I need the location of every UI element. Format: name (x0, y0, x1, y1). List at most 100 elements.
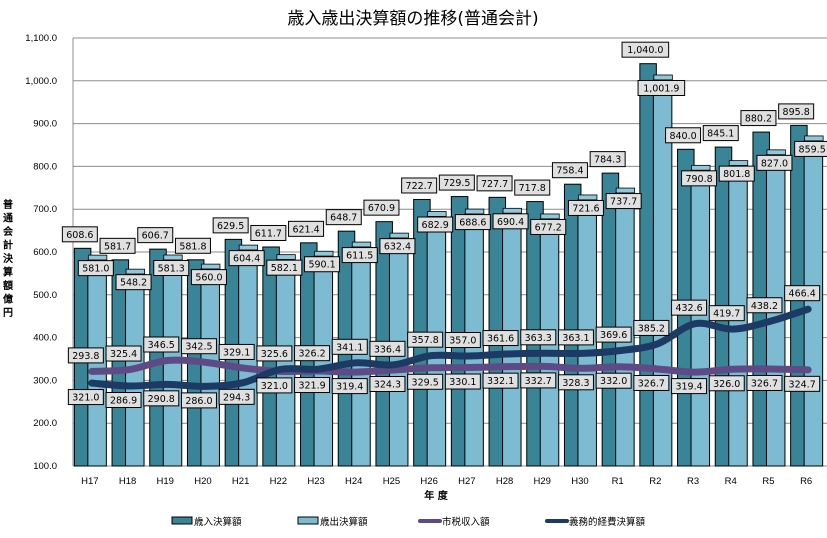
data-label-box (250, 224, 287, 241)
data-label-box (153, 260, 190, 277)
data-label-box (756, 154, 793, 171)
data-label-tax: 326.0 (708, 375, 745, 392)
legend-swatch (171, 516, 193, 525)
data-label-text: 329.1 (223, 347, 250, 358)
data-label-text: 560.0 (195, 273, 222, 284)
data-label-tax: 324.7 (784, 375, 821, 392)
data-label-text: 326.0 (713, 379, 740, 390)
data-label-box (137, 227, 174, 244)
data-label-text: 325.4 (110, 349, 137, 360)
data-label-text: 629.5 (217, 221, 244, 232)
data-label-text: 321.0 (261, 381, 288, 392)
data-label-text: 611.5 (346, 251, 373, 262)
data-label-box (67, 389, 104, 406)
data-label-box (681, 170, 718, 187)
data-label-text: 648.7 (330, 213, 357, 224)
data-label-revenue: 895.8 (778, 103, 815, 120)
data-label-mandatory: 363.1 (557, 329, 594, 346)
data-label-mandatory: 432.6 (671, 299, 708, 316)
data-label-expenditure: 604.4 (228, 250, 265, 267)
data-label-tax: 321.9 (294, 377, 331, 394)
data-label-box (331, 378, 368, 395)
data-label-text: 845.1 (707, 129, 734, 140)
data-label-text: 582.1 (271, 263, 298, 274)
data-label-box (218, 388, 255, 405)
data-label-text: 325.6 (261, 349, 288, 360)
data-label-box (746, 297, 783, 314)
data-label-box (708, 305, 745, 322)
y-tick-label: 900.0 (33, 119, 57, 130)
data-label-box (304, 256, 341, 273)
data-label-box (256, 345, 293, 362)
data-label-box (288, 220, 325, 237)
data-label-text: 357.0 (449, 336, 476, 347)
data-label-text: 722.7 (406, 181, 433, 192)
data-label-text: 346.5 (148, 340, 175, 351)
data-label-text: 293.8 (72, 351, 99, 362)
data-label-box (228, 250, 265, 267)
data-label-expenditure: 581.3 (153, 260, 190, 277)
data-label-box (637, 79, 686, 96)
data-label-text: 324.3 (374, 379, 401, 390)
data-label-box (61, 226, 98, 243)
data-label-text: 670.9 (368, 203, 395, 214)
data-label-box (369, 375, 406, 392)
y-tick-label: 400.0 (33, 333, 57, 344)
bar-expenditure-top (728, 160, 749, 167)
data-label-expenditure: 1,001.9 (637, 79, 686, 96)
data-label-box (557, 329, 594, 346)
data-label-revenue: 606.7 (137, 227, 174, 244)
bar-expenditure-top (125, 268, 145, 275)
data-label-box (567, 199, 604, 216)
data-label-upper: 325.4 (105, 345, 142, 362)
data-label-expenditure: 581.0 (77, 260, 114, 277)
data-label-box (331, 338, 368, 355)
data-label-text: 632.4 (384, 242, 411, 253)
data-label-text: 385.2 (638, 323, 665, 334)
data-label-box (665, 127, 702, 144)
data-label-revenue: 880.2 (740, 110, 777, 127)
data-label-revenue: 729.5 (438, 174, 475, 191)
data-label-revenue: 581.7 (99, 237, 136, 254)
x-tick-label: H26 (420, 476, 437, 487)
x-tick-label: R4 (725, 476, 737, 487)
data-label-text: 690.4 (497, 217, 524, 228)
data-label-box (99, 237, 136, 254)
data-label-expenditure: 737.7 (605, 193, 642, 210)
data-label-expenditure: 548.2 (115, 274, 152, 291)
data-label-box (67, 347, 104, 364)
legend-label: 義務的経費決算額 (569, 516, 646, 528)
data-label-expenditure: 790.8 (681, 170, 718, 187)
x-tick-label: H18 (119, 476, 136, 487)
y-axis-label-char: 普 (3, 198, 13, 211)
data-label-text: 784.3 (594, 155, 621, 166)
data-label-box (115, 274, 152, 291)
data-label-expenditure: 582.1 (266, 259, 303, 276)
data-label-tax: 326.7 (633, 374, 670, 391)
data-label-text: 606.7 (142, 231, 169, 242)
x-tick-label: H24 (345, 476, 362, 487)
data-label-box (530, 218, 567, 235)
data-label-text: 590.1 (308, 260, 335, 271)
data-label-revenue: 840.0 (665, 127, 702, 144)
y-tick-label: 500.0 (33, 290, 57, 301)
y-tick-label: 1,100.0 (25, 33, 57, 44)
data-label-text: 801.8 (723, 169, 750, 180)
data-label-box (438, 174, 475, 191)
data-label-text: 341.1 (336, 342, 363, 353)
data-label-box (784, 285, 821, 302)
legend-swatch (297, 516, 319, 525)
data-label-revenue: 621.4 (288, 220, 325, 237)
data-label-mandatory: 357.0 (444, 332, 481, 349)
legend-label: 歳出決算額 (320, 516, 368, 528)
line-tax-revenue (88, 356, 812, 376)
bar-expenditure-top (502, 207, 522, 214)
data-label-expenditure: 677.2 (530, 218, 567, 235)
bar-expenditure-top (615, 187, 636, 194)
data-label-box (212, 217, 249, 234)
data-label-upper: 346.5 (143, 336, 180, 353)
data-label-mandatory: 357.8 (407, 331, 444, 348)
data-label-text: 1,001.9 (643, 83, 679, 94)
data-label-text: 721.6 (572, 203, 599, 214)
